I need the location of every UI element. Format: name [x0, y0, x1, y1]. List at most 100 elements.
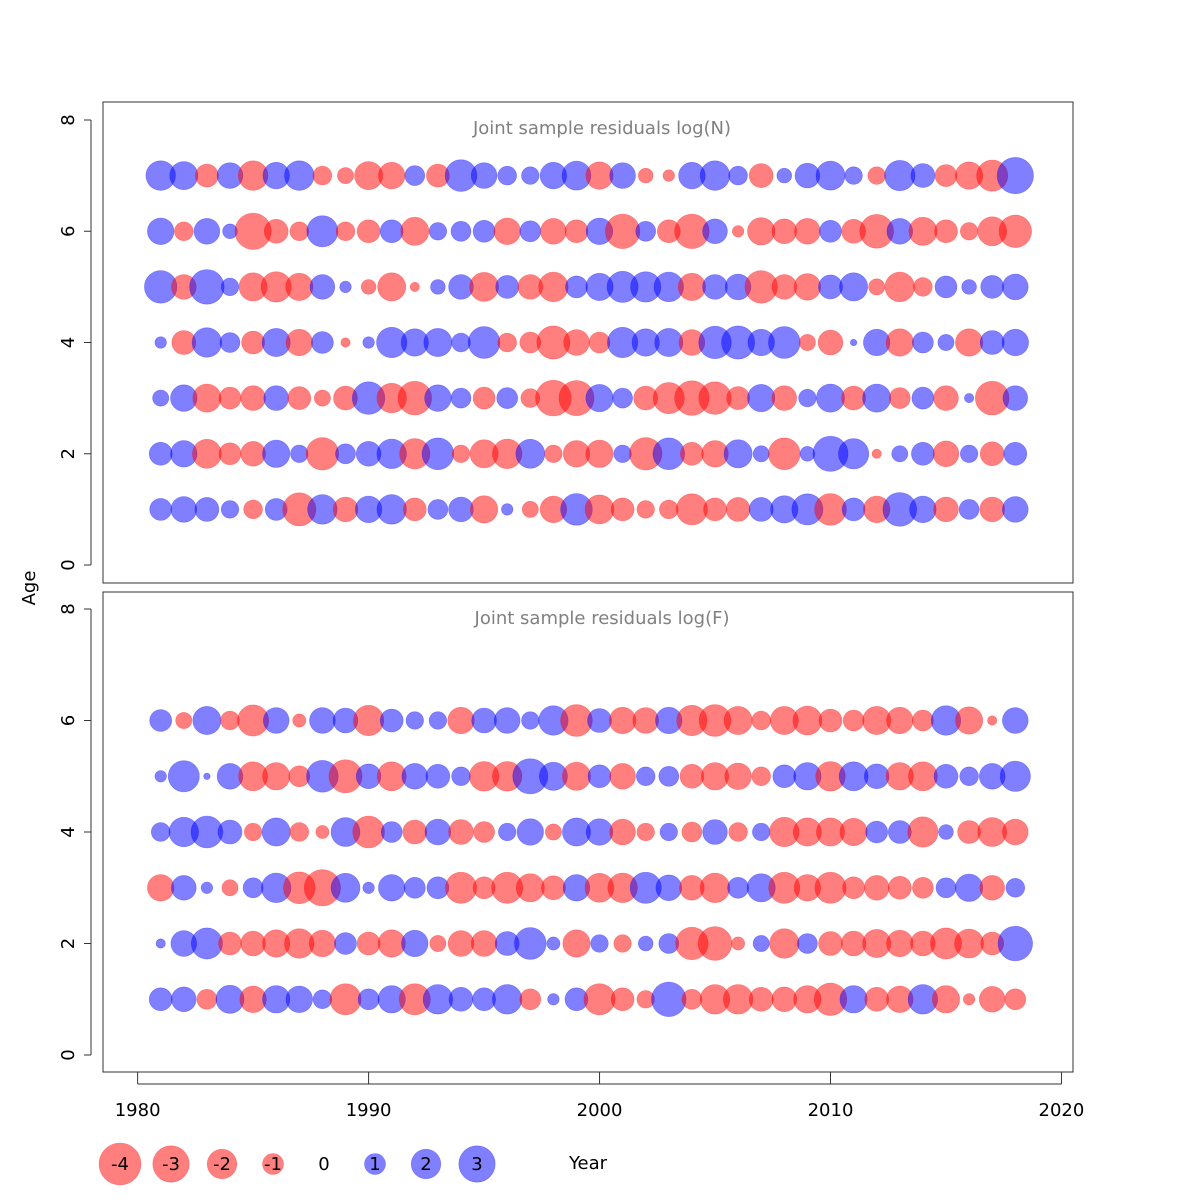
residual-bubble — [748, 497, 774, 522]
residual-bubble — [887, 875, 912, 900]
residual-bubble — [218, 442, 242, 466]
residual-bubble — [467, 326, 501, 359]
residual-bubble — [470, 162, 498, 189]
residual-bubble — [311, 331, 334, 354]
residual-bubble — [428, 711, 448, 730]
residual-bubble — [751, 710, 771, 731]
residual-bubble — [891, 445, 909, 463]
residual-bubble — [244, 822, 263, 842]
residual-bubble — [933, 385, 959, 411]
residual-bubble — [937, 334, 955, 351]
residual-bubble — [337, 167, 354, 185]
residual-bubble — [964, 393, 975, 404]
residual-bubble — [451, 766, 471, 786]
y-tick-label: 0 — [58, 1049, 79, 1060]
residual-bubble — [588, 331, 611, 354]
residual-bubble — [306, 215, 339, 248]
residual-bubble — [841, 385, 866, 411]
residual-bubble — [776, 167, 792, 184]
residual-bubble — [360, 279, 377, 295]
residual-bubble — [610, 497, 635, 522]
residual-bubble — [912, 331, 934, 354]
residual-bubble — [285, 272, 314, 301]
residual-bubble — [289, 221, 309, 242]
residual-bubble — [955, 706, 984, 735]
residual-bubble — [379, 219, 404, 244]
legend-label: -1 — [264, 1154, 282, 1175]
residual-bubble — [200, 881, 213, 894]
residual-bubble — [979, 496, 1005, 523]
residual-bubble — [865, 820, 889, 844]
residual-bubble — [818, 274, 843, 300]
residual-bubble — [379, 708, 404, 733]
residual-bubble — [261, 817, 291, 847]
residual-bubble — [699, 160, 731, 191]
residual-bubble — [521, 166, 540, 185]
residual-bubble — [884, 160, 916, 192]
residual-bubble — [798, 389, 817, 408]
residual-bubble — [380, 821, 403, 843]
residual-bubble — [424, 818, 452, 846]
residual-bubble — [587, 708, 612, 733]
residual-bubble — [959, 766, 979, 786]
residual-bubble — [356, 931, 381, 956]
residual-bubble — [290, 444, 309, 463]
residual-bubble — [613, 934, 632, 953]
residual-bubble — [731, 225, 745, 238]
residual-bubble — [330, 872, 361, 903]
residual-bubble — [263, 385, 289, 411]
residual-bubble — [636, 500, 655, 519]
residual-bubble — [564, 219, 589, 244]
y-axis-label: Age — [19, 571, 40, 606]
residual-bubble — [217, 819, 243, 845]
residual-bubble — [423, 328, 453, 357]
residual-bubble — [218, 931, 242, 956]
residual-bubble — [196, 988, 218, 1010]
residual-bubble — [932, 440, 960, 467]
residual-bubble — [219, 332, 241, 353]
residual-bubble — [604, 213, 641, 249]
residual-bubble — [863, 875, 890, 901]
x-tick-label: 2010 — [808, 1100, 854, 1121]
legend-label: 3 — [471, 1154, 482, 1175]
residual-bubble — [724, 762, 752, 790]
residual-bubble — [403, 876, 426, 899]
residual-bubble — [220, 710, 240, 731]
residual-bubble — [193, 218, 221, 245]
y-tick-label: 6 — [58, 226, 79, 237]
residual-bubble — [842, 709, 865, 732]
residual-bubble — [515, 873, 545, 903]
residual-bubble — [155, 938, 166, 949]
residual-bubble — [521, 500, 539, 518]
residual-bubble — [659, 499, 679, 520]
residual-bubble — [429, 935, 447, 952]
residual-bubble — [681, 988, 703, 1010]
residual-bubble — [401, 763, 428, 790]
residual-bubble — [425, 763, 451, 789]
residual-bubble — [931, 985, 960, 1014]
residual-bubble — [867, 166, 886, 185]
residual-bubble — [470, 495, 499, 524]
residual-bubble — [792, 705, 823, 736]
residual-bubble — [583, 983, 616, 1016]
residual-bubble — [961, 279, 977, 295]
residual-bubble — [612, 387, 633, 409]
residual-bubble — [1001, 328, 1029, 357]
y-axis-log-f: 0 2 4 6 8 — [58, 603, 92, 1061]
residual-bubble — [888, 387, 911, 409]
residual-bubble — [169, 161, 199, 191]
residual-bubble — [886, 706, 914, 735]
residual-bubble — [797, 933, 818, 954]
legend-bubble — [98, 1142, 142, 1186]
panel-title-log-f: Joint sample residuals log(F) — [474, 608, 730, 629]
residual-bubble — [565, 275, 588, 299]
residual-bubble — [402, 497, 427, 522]
residual-bubble — [218, 386, 242, 410]
residual-bubble — [192, 706, 222, 735]
residual-bubble — [839, 985, 868, 1014]
residual-bubble — [959, 444, 979, 463]
x-tick-label: 1980 — [115, 1100, 161, 1121]
residual-bubble — [844, 166, 863, 185]
residual-bubble — [154, 770, 167, 783]
residual-bubble — [907, 816, 939, 848]
